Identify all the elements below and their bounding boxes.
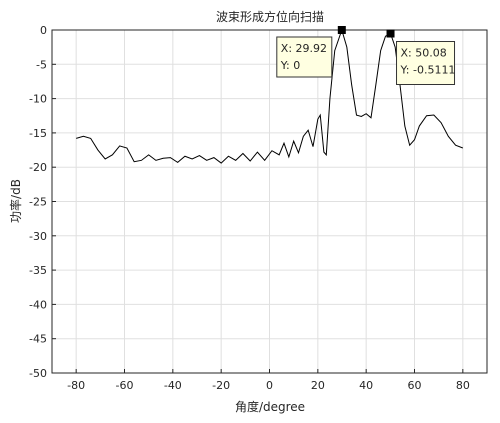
- data-tip-box: [276, 36, 333, 78]
- axes-box: [51, 29, 488, 374]
- chart-title: 波束形成方位向扫描: [216, 9, 324, 24]
- x-tick-label: 80: [456, 379, 470, 392]
- y-tick-label: -10: [29, 93, 47, 106]
- y-tick-label: -20: [29, 161, 47, 174]
- data-tip-marker: [337, 26, 346, 34]
- x-tick-label: 0: [266, 379, 273, 392]
- y-tick-label: -15: [29, 127, 47, 140]
- y-tick-label: 0: [40, 24, 47, 37]
- y-tick-label: -5: [36, 58, 47, 71]
- x-axis-label: 角度/degree: [235, 399, 305, 414]
- data-tip-x: X: 50.08: [401, 47, 447, 60]
- y-tick-label: -25: [29, 196, 47, 209]
- data-tip-marker: [386, 29, 395, 38]
- y-tick-label: -40: [29, 298, 47, 311]
- x-tick-label: -40: [164, 379, 182, 392]
- x-tick-label: 60: [408, 379, 422, 392]
- data-tip-y: Y: -0.5111: [400, 64, 456, 77]
- y-tick-label: -45: [29, 333, 47, 346]
- y-tick-label: -30: [29, 230, 47, 243]
- x-tick-label: -80: [67, 379, 85, 392]
- x-tick-label: 40: [359, 379, 373, 392]
- y-axis-label: 功率/dB: [8, 179, 23, 223]
- x-tick-label: 20: [311, 379, 325, 392]
- y-tick-label: -50: [29, 367, 47, 380]
- x-tick-label: -20: [212, 379, 230, 392]
- x-tick-label: -60: [116, 379, 134, 392]
- y-tick-label: -35: [29, 264, 47, 277]
- data-tip-box: [396, 41, 456, 86]
- data-tip-y: Y: 0: [280, 59, 300, 72]
- data-tip-x: X: 29.92: [281, 42, 327, 55]
